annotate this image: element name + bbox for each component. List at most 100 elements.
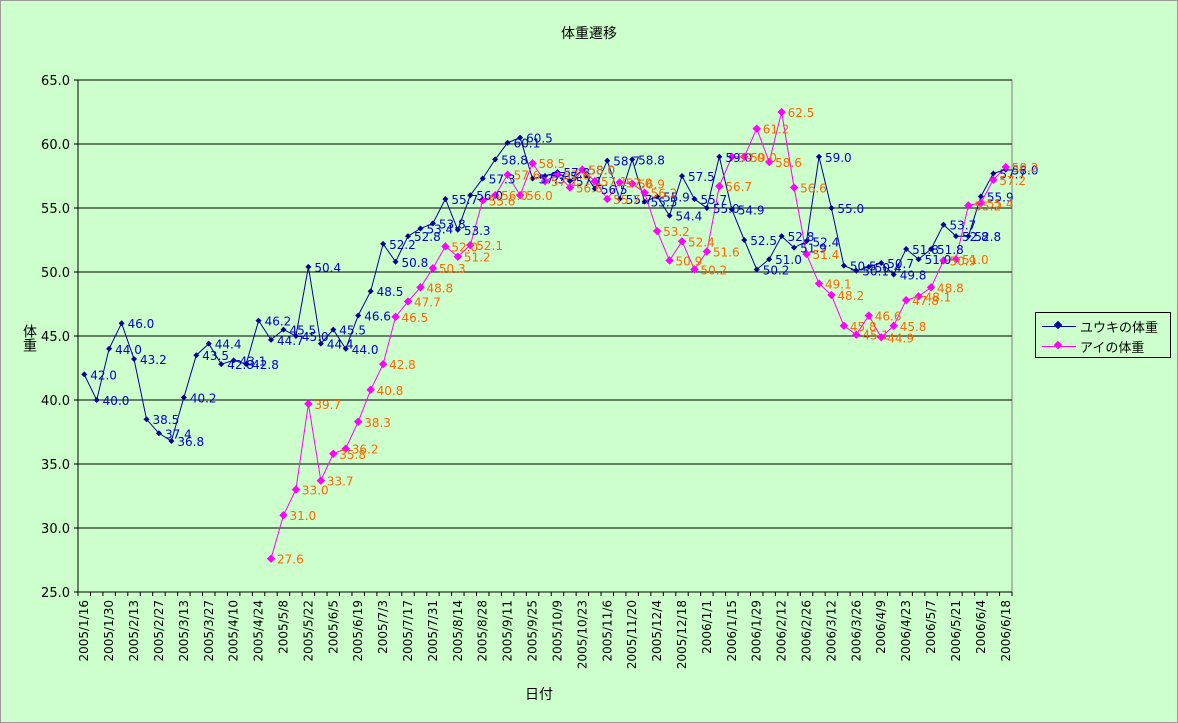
- data-point-ai: [677, 237, 687, 246]
- data-label-ai: 48.8: [426, 281, 453, 295]
- data-label-ai: 61.2: [763, 123, 790, 137]
- data-point-ai: [603, 194, 612, 204]
- data-point-yuki: [205, 340, 212, 347]
- data-label-yuki: 57.3: [489, 173, 516, 187]
- data-label-ai: 50.3: [439, 262, 466, 276]
- data-label-yuki: 55.9: [663, 190, 690, 204]
- data-label-yuki: 42.8: [252, 358, 279, 372]
- data-point-yuki: [218, 361, 225, 368]
- data-label-yuki: 53.7: [950, 219, 977, 233]
- data-label-yuki: 58.8: [638, 153, 665, 167]
- data-point-yuki: [479, 175, 486, 182]
- data-point-ai: [627, 179, 637, 188]
- data-label-ai: 56.9: [638, 178, 665, 192]
- data-label-ai: 55.4: [987, 197, 1014, 211]
- data-point-yuki: [616, 196, 623, 203]
- data-label-yuki: 45.0: [302, 330, 329, 344]
- data-point-yuki: [865, 263, 872, 270]
- data-label-ai: 45.8: [850, 320, 877, 334]
- x-tick-label: 2005/2/27: [152, 600, 166, 662]
- x-tick-label: 2006/1/1: [700, 600, 714, 654]
- data-label-ai: 48.8: [937, 281, 964, 295]
- data-label-yuki: 52.2: [389, 238, 416, 252]
- data-point-ai: [553, 170, 562, 179]
- data-label-ai: 52.1: [476, 239, 503, 253]
- data-point-yuki: [106, 345, 113, 352]
- data-label-ai: 33.0: [302, 484, 329, 498]
- data-point-ai: [839, 321, 849, 330]
- data-label-ai: 47.7: [414, 295, 441, 309]
- data-point-yuki: [81, 371, 88, 378]
- data-point-yuki: [703, 205, 710, 211]
- data-label-ai: 57.6: [563, 169, 590, 183]
- data-point-yuki: [131, 356, 138, 363]
- data-point-yuki: [292, 333, 299, 339]
- data-point-ai: [503, 170, 512, 179]
- data-label-yuki: 59.0: [725, 151, 752, 165]
- legend-entry-yuki: ユウキの体重: [1042, 317, 1159, 336]
- data-label-ai: 47.8: [912, 294, 939, 308]
- x-tick-label: 2006/3/26: [849, 600, 863, 662]
- x-tick-label: 2006/1/15: [725, 600, 739, 662]
- data-label-yuki: 50.2: [763, 263, 790, 277]
- y-tick-label: 55.0: [41, 202, 70, 217]
- data-point-yuki: [716, 153, 723, 160]
- data-point-yuki: [317, 340, 324, 347]
- legend-label-yuki: ユウキの体重: [1080, 320, 1159, 336]
- data-label-ai: 27.6: [277, 553, 304, 567]
- data-label-yuki: 50.7: [887, 257, 914, 271]
- data-label-ai: 55.7: [613, 193, 640, 207]
- data-label-ai: 56.0: [526, 189, 553, 203]
- x-tick-label: 2005/1/16: [77, 600, 91, 662]
- data-point-ai: [266, 554, 276, 563]
- data-label-ai: 56.7: [725, 180, 752, 194]
- data-label-ai: 50.9: [950, 254, 977, 268]
- data-label-yuki: 55.7: [626, 193, 653, 207]
- data-point-ai: [702, 247, 712, 256]
- data-label-yuki: 55.7: [451, 193, 478, 207]
- data-label-yuki: 44.4: [215, 338, 242, 352]
- data-label-yuki: 53.8: [439, 217, 466, 231]
- y-tick-label: 40.0: [41, 394, 70, 409]
- x-tick-label: 2005/11/20: [625, 600, 639, 669]
- data-label-ai: 31.0: [289, 509, 316, 523]
- data-label-yuki: 57.1: [576, 175, 603, 189]
- data-point-yuki: [255, 317, 262, 324]
- data-label-yuki: 44.0: [352, 343, 379, 357]
- data-label-ai: 58.5: [539, 157, 566, 171]
- data-label-yuki: 60.1: [514, 137, 541, 151]
- data-point-yuki: [952, 233, 959, 240]
- data-label-yuki: 52.8: [974, 230, 1001, 244]
- data-label-ai: 45.8: [900, 320, 927, 334]
- data-point-yuki: [492, 156, 499, 163]
- x-tick-label: 2005/12/4: [650, 600, 664, 662]
- data-point-yuki: [766, 256, 773, 263]
- data-label-ai: 50.9: [676, 254, 703, 268]
- data-point-yuki: [330, 326, 337, 333]
- data-point-yuki: [915, 256, 922, 263]
- data-label-yuki: 50.5: [850, 260, 877, 274]
- data-point-yuki: [728, 206, 735, 213]
- data-point-yuki: [903, 245, 910, 252]
- x-tick-label: 2005/10/9: [550, 600, 564, 662]
- data-point-ai: [341, 444, 350, 453]
- data-point-yuki: [280, 326, 287, 333]
- data-label-yuki: 55.7: [700, 193, 727, 207]
- data-label-ai: 57.1: [601, 175, 628, 189]
- data-point-yuki: [367, 288, 374, 295]
- data-point-yuki: [691, 196, 698, 203]
- data-point-yuki: [778, 233, 785, 240]
- data-point-yuki: [753, 266, 760, 273]
- data-label-ai: 51.2: [464, 251, 491, 265]
- data-label-yuki: 44.7: [277, 334, 304, 348]
- data-label-ai: 44.9: [887, 331, 914, 345]
- data-label-ai: 59.0: [738, 151, 765, 165]
- data-point-ai: [690, 265, 699, 274]
- y-tick-label: 30.0: [41, 522, 70, 537]
- data-label-ai: 38.3: [364, 416, 391, 430]
- data-label-ai: 62.5: [788, 106, 815, 120]
- data-label-yuki: 52.8: [962, 230, 989, 244]
- data-point-ai: [316, 476, 326, 485]
- data-point-yuki: [678, 173, 685, 179]
